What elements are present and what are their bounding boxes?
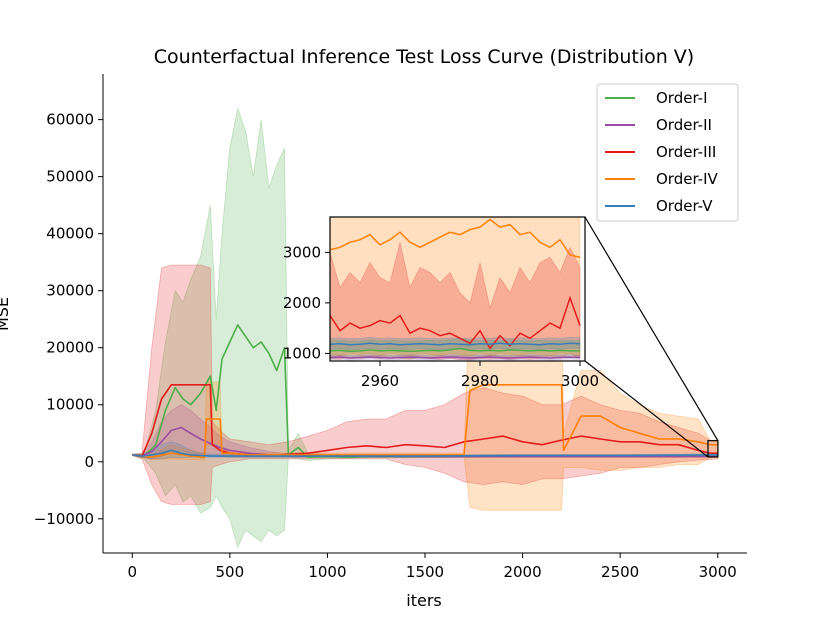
- line-order-v: [132, 449, 718, 457]
- x-tick-label: 2500: [601, 563, 639, 581]
- inset-x-tick-label: 2960: [361, 372, 399, 390]
- legend-label: Order-II: [656, 116, 712, 134]
- y-tick-label: 10000: [46, 396, 94, 414]
- inset-frame: [329, 216, 586, 362]
- y-axis-label: MSE: [0, 297, 12, 331]
- axes: 0 500 1000 1500 2000 2500 3000 −10000 0 10000 2000…: [34, 74, 747, 581]
- legend-label: Order-V: [656, 197, 713, 215]
- zoom-indicator: [584, 216, 719, 458]
- inset-line-order-ii: [330, 356, 581, 359]
- zoom-box: [707, 440, 719, 458]
- legend: Order-I Order-II Order-III Order-IV Order-V: [596, 83, 739, 222]
- y-tick-label: 20000: [46, 339, 94, 357]
- x-tick-label: 500: [216, 563, 245, 581]
- y-tick-label: 30000: [46, 282, 94, 300]
- y-tick-label: 40000: [46, 225, 94, 243]
- inset-x-tick-label: 2980: [461, 372, 499, 390]
- legend-label: Order-III: [656, 143, 716, 161]
- y-tick-label: 60000: [46, 111, 94, 129]
- line-order-iii: [132, 384, 718, 457]
- legend-item-order-i: Order-I: [605, 89, 708, 107]
- inset-band-order-iii: [330, 242, 581, 360]
- legend-item-order-v: Order-V: [605, 197, 713, 215]
- inset-y-tick-label: 2000: [283, 294, 321, 312]
- y-tick-label: 0: [84, 453, 94, 471]
- x-tick-label: 1500: [406, 563, 444, 581]
- inset-plot: [330, 217, 581, 361]
- x-tick-label: 1000: [308, 563, 346, 581]
- zoom-connector-top: [584, 216, 719, 441]
- x-tick-label: 3000: [699, 563, 737, 581]
- legend-label: Order-IV: [656, 170, 719, 188]
- inset-y-tick-label: 1000: [283, 344, 321, 362]
- inset-y-tick-label: 3000: [283, 243, 321, 261]
- zoom-connector-bottom: [584, 360, 709, 458]
- legend-label: Order-I: [656, 89, 708, 107]
- legend-item-order-iii: Order-III: [605, 143, 716, 161]
- inset-zoom: 2960 2980 3000 1000 2000 3000: [283, 216, 599, 390]
- x-tick-label: 2000: [503, 563, 541, 581]
- inset-line-order-iv: [330, 218, 581, 259]
- line-order-iv: [132, 384, 718, 458]
- chart-title: Counterfactual Inference Test Loss Curve…: [154, 46, 694, 68]
- inset-line-order-iii: [330, 295, 581, 350]
- main-lines: [132, 324, 718, 458]
- inset-line-order-i: [330, 347, 580, 353]
- band-order-iii: [131, 264, 719, 505]
- x-tick-label: 0: [127, 563, 137, 581]
- x-axis-label: iters: [406, 591, 441, 610]
- inset-x-tick-label: 3000: [561, 372, 599, 390]
- y-tick-label: −10000: [34, 510, 94, 528]
- y-tick-label: 50000: [46, 168, 94, 186]
- legend-item-order-ii: Order-II: [605, 116, 712, 134]
- legend-item-order-iv: Order-IV: [605, 170, 719, 188]
- legend-box: [596, 83, 739, 222]
- inset-line-order-v: [330, 342, 581, 346]
